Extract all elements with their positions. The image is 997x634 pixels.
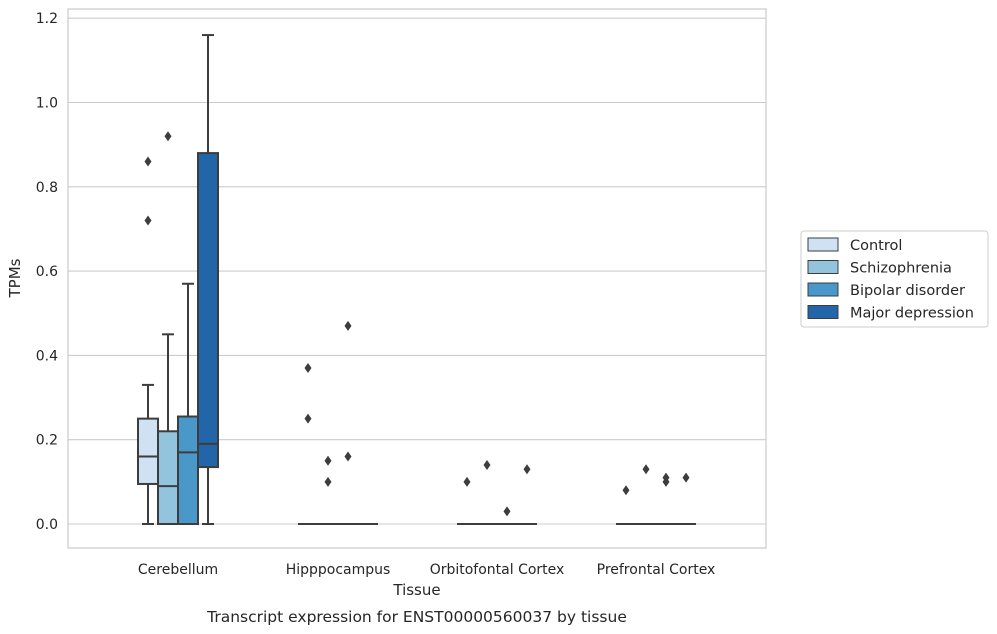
box-body <box>197 152 219 469</box>
box <box>157 131 179 525</box>
y-axis-title: TPMs <box>6 258 24 298</box>
box-series <box>137 34 696 525</box>
legend-swatch <box>807 237 839 252</box>
legend: Control Schizophrenia Bipolar disorder Majo… <box>800 230 989 328</box>
box <box>197 34 219 525</box>
outlier-marker <box>662 472 670 483</box>
outlier-marker <box>483 459 491 470</box>
box <box>298 363 318 525</box>
x-tick-label: Cerebellum <box>138 562 218 578</box>
outlier-marker <box>304 413 312 424</box>
legend-swatch <box>807 260 839 274</box>
y-axis-ticks: 0.0 0.2 0.4 0.6 0.8 1.0 1.2 <box>36 11 58 533</box>
box <box>656 472 676 525</box>
legend-label: Bipolar disorder <box>850 283 965 299</box>
legend-swatch <box>807 282 839 297</box>
box <box>457 476 477 525</box>
box-body <box>177 415 199 525</box>
outlier-marker <box>503 506 511 517</box>
outlier-marker <box>463 476 471 487</box>
outlier-marker <box>144 156 152 167</box>
x-axis-title: Tissue <box>392 581 440 599</box>
outlier-marker <box>304 363 312 374</box>
outlier-marker <box>344 451 352 462</box>
outlier-marker <box>523 464 531 475</box>
y-tick-label: 1.0 <box>36 96 58 112</box>
y-tick-label: 0.8 <box>36 180 58 196</box>
box <box>616 485 636 525</box>
outlier-marker <box>324 476 332 487</box>
y-tick-label: 0.4 <box>36 348 58 364</box>
outlier-marker <box>164 131 172 142</box>
box <box>477 459 497 525</box>
outlier-marker <box>144 215 152 226</box>
chart-caption: Transcript expression for ENST0000056003… <box>206 608 627 626</box>
box <box>676 472 696 525</box>
legend-label: Control <box>850 238 902 254</box>
x-tick-label: Orbitofontal Cortex <box>430 562 565 578</box>
box-body <box>137 417 159 485</box>
legend-frame <box>800 230 989 328</box>
box-body <box>157 430 179 525</box>
box <box>177 282 199 525</box>
box <box>636 464 656 525</box>
legend-label: Schizophrenia <box>850 261 952 277</box>
x-tick-label: Prefrontal Cortex <box>597 562 716 578</box>
box <box>137 156 159 525</box>
y-tick-label: 1.2 <box>36 11 58 27</box>
legend-label: Major depression <box>850 306 974 322</box>
x-tick-label: Hipppocampus <box>286 562 391 578</box>
outlier-marker <box>324 455 332 466</box>
y-tick-label: 0.0 <box>36 517 58 533</box>
y-tick-label: 0.6 <box>36 264 58 280</box>
outlier-marker <box>642 464 650 475</box>
box <box>497 506 517 525</box>
box <box>517 464 537 525</box>
outlier-marker <box>682 472 690 483</box>
outlier-marker <box>622 485 630 496</box>
legend-swatch <box>807 305 839 319</box>
y-tick-label: 0.2 <box>36 433 58 449</box>
box <box>338 320 358 525</box>
plot-area-frame <box>67 8 767 549</box>
x-axis-ticks: Cerebellum Hipppocampus Orbitofontal Corte… <box>138 562 715 578</box>
outlier-marker <box>344 320 352 331</box>
box <box>318 455 338 525</box>
